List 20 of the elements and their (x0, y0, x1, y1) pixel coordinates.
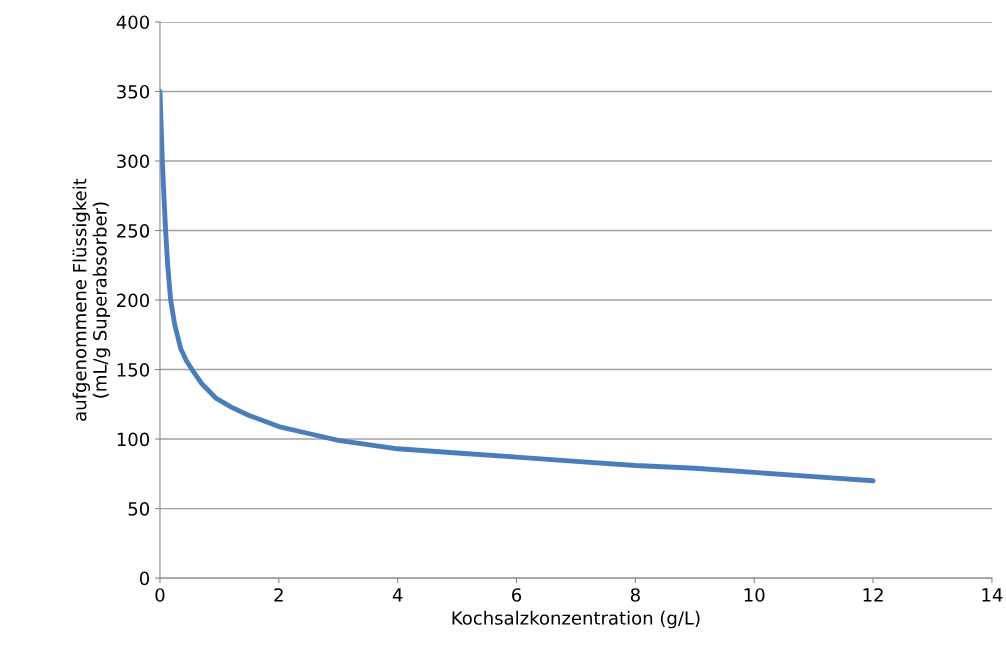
y-tick-label: 300 (117, 154, 150, 169)
y-tick-label: 100 (117, 432, 150, 447)
line-series (159, 89, 876, 484)
x-tick-label: 8 (630, 588, 640, 602)
x-tick-label: 12 (863, 588, 883, 602)
y-tick-label: 200 (117, 293, 150, 308)
y-tick-label: 50 (128, 502, 150, 516)
y-tick-label: 250 (117, 223, 150, 238)
y-tick-label: 0 (139, 571, 150, 586)
x-tick-label: 4 (392, 588, 403, 602)
y-tick-label: 400 (116, 15, 150, 30)
x-tick-label: 10 (744, 588, 765, 602)
x-tick-label: 2 (274, 588, 283, 602)
y-tick-label: 350 (117, 84, 150, 99)
x-tick-label: 14 (982, 588, 1003, 602)
x-axis-title: Kochsalzkonzentration (g/L) (452, 610, 700, 629)
x-tick-label: 0 (155, 588, 165, 602)
y-axis-title: aufgenommene Flüssigkeit (mL/g Superabsorber) (72, 178, 111, 421)
x-tick-label: 6 (512, 588, 522, 602)
y-tick-label: 150 (117, 363, 150, 377)
